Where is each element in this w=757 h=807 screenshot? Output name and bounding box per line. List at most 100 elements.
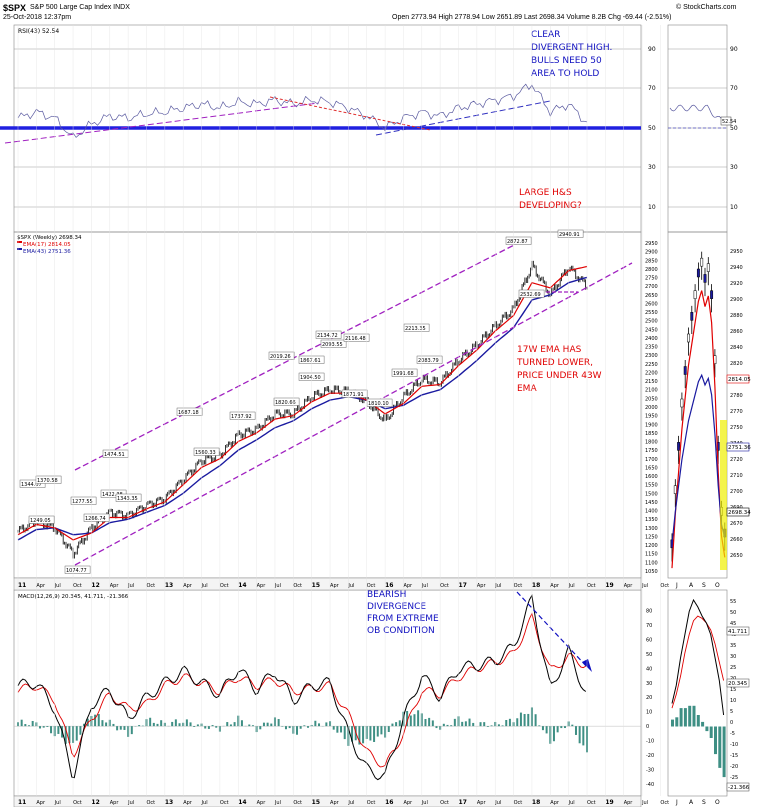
zoom-candle-body: [673, 485, 677, 494]
macd-histogram-bar: [248, 724, 251, 727]
macd-histogram-bar: [574, 726, 577, 735]
macd-histogram-bar: [196, 724, 199, 727]
macd-histogram-bar: [534, 714, 537, 727]
zoom-macd-histogram-bar: [671, 719, 674, 727]
macd-histogram-bar: [479, 722, 482, 727]
macd-histogram-bar: [523, 714, 526, 727]
zoom-macd-histogram-bar: [709, 726, 713, 738]
macd-histogram-bar: [46, 726, 49, 728]
price-tick-label: 2950: [645, 241, 658, 247]
macd-histogram-bar: [325, 722, 328, 727]
x-axis-label-bottom: Apr: [624, 800, 634, 806]
price-legend-label: $SPX (Weekly) 2698.34: [17, 235, 82, 241]
x-axis-label-bottom: Apr: [257, 800, 267, 806]
x-axis-label-top: Apr: [624, 583, 634, 589]
zoom-macd-tick: 25: [730, 665, 736, 671]
macd-histogram-bar: [105, 722, 108, 727]
x-axis-label-top: Oct: [220, 583, 229, 589]
macd-legend-label: MACD(12,26,9) 20.345, 41.711, -21.366: [18, 594, 129, 600]
price-legend-swatch: [17, 248, 22, 250]
price-value-label: 1737.92: [231, 414, 252, 420]
macd-histogram-bar: [442, 723, 445, 727]
x-axis-label-bottom: Jul: [568, 800, 575, 806]
price-tick-label: 2400: [645, 336, 658, 342]
price-value-label: 2083.79: [418, 358, 439, 364]
macd-tick-label: 70: [646, 623, 652, 629]
macd-histogram-bar: [226, 722, 229, 727]
price-tick-label: 2800: [645, 267, 658, 273]
macd-histogram-bar: [116, 726, 119, 731]
price-value-box: [341, 389, 368, 398]
macd-histogram-bar: [340, 726, 343, 733]
macd-histogram-bar: [376, 726, 379, 737]
price-tick-label: 2500: [645, 319, 658, 325]
rsi-zoom-tick-label: 10: [730, 204, 738, 211]
macd-histogram-bar: [387, 726, 390, 732]
rsi-annotation-line: AREA TO HOLD: [531, 69, 599, 79]
macd-histogram-bar: [233, 722, 236, 727]
price-tick-label: 1800: [645, 440, 658, 446]
zoom-x-label-bottom: A: [689, 799, 694, 806]
price-value-box: [229, 411, 256, 420]
macd-histogram-bar: [138, 725, 141, 727]
price-tick-label: 1100: [645, 560, 658, 566]
macd-histogram-bar: [57, 726, 60, 734]
zoom-macd-histogram-bar: [701, 721, 705, 727]
x-axis-label-top: 17: [459, 582, 467, 589]
macd-histogram-bar: [178, 723, 181, 727]
macd-histogram-bar: [391, 723, 394, 727]
price-value-box: [518, 289, 545, 298]
macd-histogram-bar: [189, 722, 192, 727]
macd-histogram-bar: [519, 712, 522, 727]
macd-histogram-bar: [174, 719, 177, 727]
price-tick-label: 1650: [645, 465, 658, 471]
macd-histogram-bar: [277, 719, 280, 727]
zoom-macd-tick: 50: [730, 610, 736, 616]
price-value-label: 1249.05: [30, 518, 51, 524]
x-axis-label-bottom: Oct: [660, 800, 669, 806]
x-axis-label-bottom: Apr: [403, 800, 413, 806]
macd-histogram-bar: [490, 725, 493, 727]
zoom-x-label-top: S: [702, 582, 706, 589]
macd-histogram-bar: [42, 726, 45, 728]
price-value-box: [176, 407, 203, 416]
x-axis-label-top: Jul: [274, 583, 281, 589]
zoom-macd-value: -21.366: [728, 785, 750, 791]
x-axis-label-bottom: Apr: [550, 800, 560, 806]
price-tick-label: 1250: [645, 534, 658, 540]
macd-histogram-bar: [24, 724, 27, 727]
macd-histogram-bar: [545, 726, 548, 734]
x-axis-label-top: 12: [91, 582, 99, 589]
zoom-price-tick: 2770: [730, 409, 743, 415]
macd-histogram-bar: [303, 725, 306, 727]
zoom-candle-body: [696, 268, 700, 278]
x-axis-label-bottom: Apr: [183, 800, 193, 806]
zoom-ema17-line: [671, 290, 726, 569]
zoom-price-tick: 2720: [730, 457, 743, 463]
zoom-macd-tick: -20: [730, 764, 738, 770]
x-axis-label-top: Jul: [641, 583, 648, 589]
macd-histogram-bar: [409, 715, 412, 727]
x-axis-label-bottom: 13: [165, 799, 173, 806]
x-axis-strip-bottom: [13, 795, 642, 807]
zoom-price-value: 2814.05: [728, 377, 751, 383]
price-value-box: [403, 323, 430, 332]
price-tick-label: 1300: [645, 526, 658, 532]
price-tick-label: 2350: [645, 345, 658, 351]
rsi-blue-uptrend-line: [375, 100, 551, 136]
zoom-macd-histogram-bar: [696, 715, 700, 727]
x-axis-label-bottom: Jul: [494, 800, 501, 806]
price-tick-label: 2250: [645, 362, 658, 368]
zoom-price-tick: 2670: [730, 521, 743, 527]
macd-histogram-bar: [578, 726, 581, 744]
rsi-zoom-tick-label: 30: [730, 164, 738, 171]
price-value-box: [391, 368, 418, 377]
zoom-macd-panel-frame: [667, 589, 728, 797]
zoom-rsi-panel-frame: [667, 24, 728, 233]
zoom-macd-tick: -10: [730, 742, 738, 748]
ema-annotation-line: 17W EMA HAS: [517, 345, 582, 355]
zoom-macd-tick: -15: [730, 753, 738, 759]
x-axis-label-top: Oct: [73, 583, 82, 589]
macd-histogram-bar: [299, 726, 302, 729]
